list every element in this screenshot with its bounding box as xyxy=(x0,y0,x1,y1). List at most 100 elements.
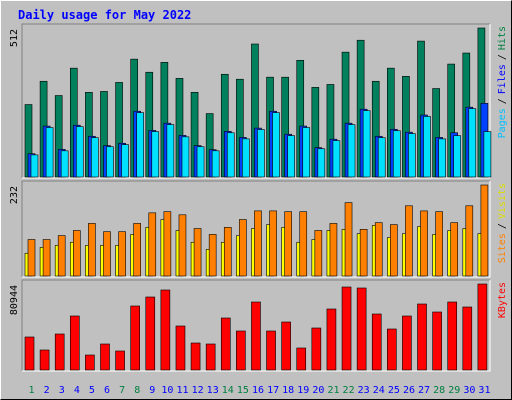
legend: Pages / Files / Hits xyxy=(497,26,508,138)
x-tick-label: 29 xyxy=(448,385,460,396)
bar xyxy=(100,343,110,371)
x-tick-label: 3 xyxy=(59,385,65,396)
legend-entry: KBytes xyxy=(497,282,508,318)
bar xyxy=(423,116,431,178)
bar xyxy=(390,224,398,277)
bar xyxy=(371,313,382,371)
bar xyxy=(450,222,459,277)
bar xyxy=(302,127,311,178)
x-tick-label: 18 xyxy=(282,385,294,396)
x-tick-label: 6 xyxy=(104,385,110,396)
legend-entry: Hits xyxy=(497,26,508,50)
x-tick-label: 25 xyxy=(388,385,400,396)
legend-separator: / xyxy=(497,223,508,229)
bar xyxy=(136,112,144,178)
x-tick-label: 13 xyxy=(207,385,219,396)
bar xyxy=(226,132,235,178)
bar xyxy=(296,347,307,371)
bar xyxy=(287,135,295,178)
bar xyxy=(483,131,492,178)
x-tick-label: 27 xyxy=(418,385,430,396)
legend-separator: / xyxy=(497,54,508,60)
bar xyxy=(223,227,232,277)
bar xyxy=(106,146,114,178)
bar xyxy=(405,205,413,277)
bar xyxy=(402,315,412,371)
bar xyxy=(417,303,427,371)
x-tick-label: 23 xyxy=(358,385,370,396)
bar xyxy=(57,235,66,277)
bar xyxy=(45,127,54,178)
x-tick-label: 12 xyxy=(192,385,204,396)
bar xyxy=(432,311,442,371)
legend: KBytes xyxy=(497,282,508,318)
x-tick-label: 2 xyxy=(44,385,50,396)
bar xyxy=(205,343,216,371)
bar xyxy=(453,135,462,178)
bar xyxy=(30,154,39,178)
x-tick-label: 10 xyxy=(161,385,173,396)
legend-entry: Pages xyxy=(497,108,508,138)
bar xyxy=(254,210,262,277)
bar xyxy=(284,211,292,277)
bar xyxy=(103,231,111,277)
bar xyxy=(251,301,261,371)
bar xyxy=(242,138,250,178)
bar xyxy=(130,305,140,371)
bar xyxy=(220,317,231,371)
y-tick-label: 512 xyxy=(9,29,20,47)
legend-entry: Visits xyxy=(497,183,508,219)
bar xyxy=(166,124,175,178)
x-tick-label: 9 xyxy=(149,385,155,396)
bar xyxy=(163,211,172,277)
x-tick-label: 22 xyxy=(343,385,355,396)
bar xyxy=(356,287,367,371)
bar xyxy=(42,239,51,277)
panel-bevel-light xyxy=(22,24,491,179)
bar xyxy=(85,354,95,371)
bar xyxy=(317,148,326,178)
bar xyxy=(311,327,322,371)
bar xyxy=(133,223,141,277)
bar xyxy=(462,306,473,371)
bar xyxy=(281,321,291,371)
bar xyxy=(420,210,428,277)
x-tick-label: 11 xyxy=(176,385,188,396)
x-tick-label: 1 xyxy=(29,385,35,396)
bar xyxy=(69,315,80,371)
x-tick-label: 19 xyxy=(297,385,309,396)
bar xyxy=(465,205,474,277)
panel-bevel-light xyxy=(22,280,491,372)
bar xyxy=(190,342,201,371)
bar xyxy=(408,133,416,178)
bar xyxy=(145,296,156,371)
x-tick-label: 30 xyxy=(463,385,475,396)
bar xyxy=(272,112,280,178)
legend-entry: Files xyxy=(497,64,508,94)
x-tick-label: 24 xyxy=(373,385,385,396)
x-tick-label: 4 xyxy=(74,385,80,396)
bar xyxy=(314,230,323,277)
bar xyxy=(438,138,446,178)
legend-entry: Sites xyxy=(497,233,508,263)
bar xyxy=(362,110,371,178)
x-tick-label: 28 xyxy=(433,385,445,396)
x-tick-label: 21 xyxy=(327,385,339,396)
x-tick-label: 26 xyxy=(403,385,415,396)
x-tick-label: 5 xyxy=(89,385,95,396)
bar xyxy=(239,219,247,277)
bar xyxy=(121,144,129,178)
bar xyxy=(347,124,356,178)
bar xyxy=(208,234,217,277)
y-tick-label: 232 xyxy=(9,186,20,204)
panel-bevel-dark xyxy=(21,279,490,371)
bar xyxy=(91,137,99,178)
bar xyxy=(193,228,202,277)
bar xyxy=(115,350,125,371)
bar xyxy=(341,286,352,371)
legend: Sites / Visits xyxy=(497,183,508,263)
bar xyxy=(148,212,157,277)
chart-title: Daily usage for May 2022 xyxy=(18,8,191,22)
x-tick-label: 20 xyxy=(312,385,324,396)
